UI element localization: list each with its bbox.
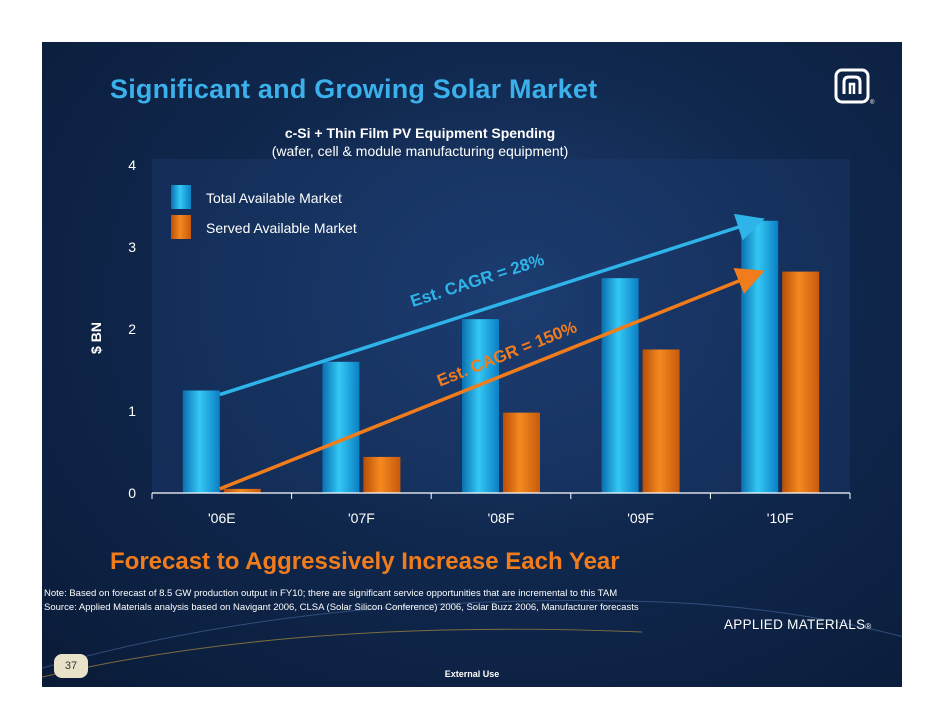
- chart-subtitle-line2: (wafer, cell & module manufacturing equi…: [271, 143, 569, 159]
- x-tick-label: '06E: [208, 510, 236, 526]
- brand-wordmark: APPLIED MATERIALS®: [724, 617, 872, 632]
- footer-label: External Use: [444, 669, 500, 679]
- bar-served-4: [782, 271, 820, 493]
- brand-mark: ®: [865, 622, 872, 631]
- y-tick-label: 2: [128, 321, 136, 337]
- y-tick-label: 4: [128, 157, 136, 173]
- bar-served-2: [503, 412, 540, 493]
- x-tick-label: '09F: [627, 510, 654, 526]
- y-tick-label: 1: [128, 403, 136, 419]
- bar-total-4: [741, 220, 779, 493]
- x-tick-label: '07F: [348, 510, 375, 526]
- slide: Significant and Growing Solar Market ® c…: [42, 42, 902, 687]
- chart-subtitle: c-Si + Thin Film PV Equipment Spending (…: [150, 124, 690, 160]
- bar-total-0: [182, 390, 220, 493]
- bar-served-1: [363, 456, 401, 493]
- applied-materials-logo-icon: ®: [834, 68, 875, 106]
- chart-subtitle-line1: c-Si + Thin Film PV Equipment Spending: [284, 125, 556, 141]
- y-tick-label: 0: [128, 485, 136, 501]
- bar-total-1: [322, 361, 360, 493]
- bar-total-3: [601, 278, 639, 493]
- y-axis-label: $ BN: [88, 322, 104, 354]
- legend-label-0: Total Available Market: [206, 190, 342, 206]
- svg-text:®: ®: [870, 99, 875, 106]
- x-tick-label: '10F: [767, 510, 794, 526]
- page-number: 37: [54, 654, 88, 678]
- bar-total-2: [462, 319, 499, 493]
- x-tick-label: '08F: [488, 510, 515, 526]
- slide-title: Significant and Growing Solar Market: [110, 74, 598, 104]
- background-swoosh: [42, 600, 902, 678]
- source-line: Source: Applied Materials analysis based…: [44, 602, 639, 613]
- bar-served-0: [223, 488, 261, 493]
- bottom-heading: Forecast to Aggressively Increase Each Y…: [110, 548, 620, 575]
- note-line: Note: Based on forecast of 8.5 GW produc…: [44, 588, 618, 599]
- legend-swatch-1: [171, 215, 191, 239]
- y-tick-label: 3: [128, 239, 136, 255]
- cagr-arrow-1: [219, 268, 765, 491]
- bar-served-3: [642, 349, 680, 493]
- plot-area: [152, 159, 850, 493]
- cagr-arrow-0: [219, 213, 765, 397]
- bar-chart: 0 1 2 3 4 '06E '07F '08F '09F '10F Total Available…: [128, 157, 851, 526]
- legend-swatch-0: [171, 185, 191, 209]
- legend-label-1: Served Available Market: [206, 220, 357, 236]
- brand-text: APPLIED MATERIALS: [724, 617, 866, 632]
